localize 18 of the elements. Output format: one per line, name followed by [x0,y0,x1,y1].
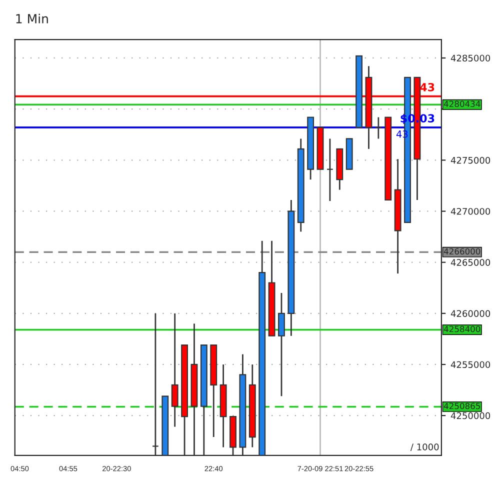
y-tick-label: 4275000 [450,156,490,164]
y-tick-label: 4270000 [450,208,490,215]
ref-line-label: 4280434 [444,100,480,108]
ref-line-label: 4266000 [444,248,480,255]
y-tick-label: 4255000 [450,361,490,368]
y-tick-label: 4265000 [450,259,490,266]
candlestick [278,292,285,397]
annotation: / 1000 [410,443,439,452]
y-tick-label: 4250000 [450,412,490,420]
candlestick [326,138,334,202]
candlestick [152,312,159,456]
y-tick-label: 4285000 [450,54,490,62]
candlestick [374,116,382,140]
ref-line-label: 4258400 [444,326,480,332]
chart-title: 1 Min [16,14,48,24]
candlestick [171,312,178,428]
y-tick-label: 4260000 [450,310,490,317]
ref-line-label: 4250865 [444,402,480,410]
